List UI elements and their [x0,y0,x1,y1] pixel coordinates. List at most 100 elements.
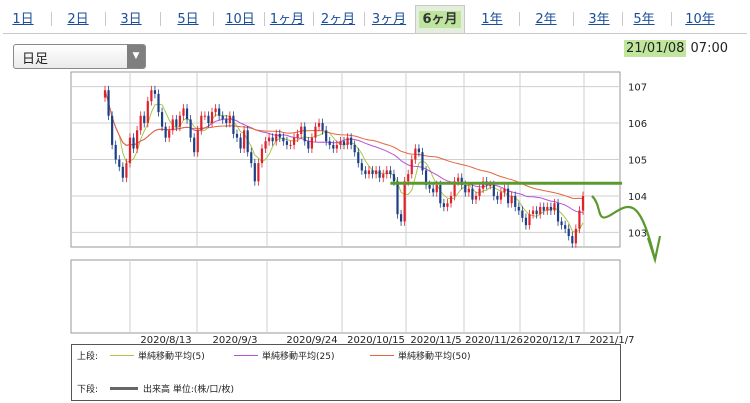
candle-body [375,170,378,175]
x-tick-label: 2021/1/7 [590,335,635,346]
candle-body [178,115,182,127]
tab-range-label: 3日 [120,12,142,27]
y-tick-label: 105 [628,156,647,167]
candle-body [449,195,453,204]
tab-range-label: 5日 [177,12,199,27]
tab-range-6[interactable]: 1ヶ月 [265,6,309,33]
candle-body [524,217,528,226]
candle-body [364,170,367,175]
x-tick-label: 2020/12/17 [523,335,581,346]
candle-body [225,119,228,124]
ma-line-50 [104,90,584,200]
tab-range-label: 3年 [588,12,610,27]
candle-body [132,137,135,149]
tab-range-11[interactable]: 2年 [526,6,566,33]
legend-swatch-ma50 [370,355,394,356]
tab-range-10[interactable]: 1年 [472,6,512,33]
candle-body [121,166,124,178]
tab-range-label: 2日 [67,12,89,27]
candle-body [325,130,328,142]
candle-body [421,152,424,171]
candle-body [567,228,570,237]
tab-range-4[interactable]: 5日 [168,6,208,33]
candle-body [346,137,349,145]
tab-range-2[interactable]: 2日 [58,6,98,33]
candle-body [189,119,192,138]
tab-range-14[interactable]: 10年 [678,6,722,33]
candle-body [203,115,206,117]
candle-body [289,144,292,146]
tab-range-7[interactable]: 2ヶ月 [316,6,360,33]
candle-body [564,225,567,229]
legend-swatch-ma25 [234,355,258,356]
y-tick-label: 104 [628,192,647,203]
candle-body [514,195,517,207]
candle-body [389,170,392,175]
candle-body [342,141,346,145]
period-select[interactable]: 日足 ▼ [13,44,146,69]
tab-range-13[interactable]: 5年 [624,6,664,33]
candle-body [275,133,278,142]
legend-swatch-volume [110,387,138,390]
candle-body [560,221,563,226]
candle-body [128,137,132,164]
timestamp: 21/01/08 07:00 [624,40,728,57]
tab-range-1[interactable]: 1日 [3,6,43,33]
candle-body [528,214,531,226]
tab-range-label: 5年 [633,12,655,27]
tab-range-5[interactable]: 10日 [218,6,262,33]
candle-body [164,126,167,138]
annotation-arrowhead [646,235,662,265]
candle-body [300,126,303,134]
chart-legend: 上段: 単純移動平均(5) 単純移動平均(25) 単純移動平均(50) 下段: … [71,344,621,401]
x-tick-label: 2020/11/5 [410,335,461,346]
tab-range-12[interactable]: 3年 [579,6,619,33]
candle-body [360,163,363,171]
candle-body [264,141,267,149]
candle-body [253,163,256,182]
candle-body [196,130,199,153]
candle-body [335,144,338,149]
candle-body [307,141,310,149]
x-tick-label: 2020/10/15 [347,335,405,346]
candle-body [417,148,421,153]
candle-body [235,133,239,138]
candle-body [521,210,524,218]
tab-separator [213,12,214,26]
candle-body [414,148,417,160]
candle-body [153,90,157,94]
tab-separator [363,12,365,26]
candle-body [160,112,164,127]
timestamp-date: 21/01/08 [624,40,687,57]
tab-range-9[interactable]: 6ヶ月 [415,5,465,33]
candle-body [407,174,410,182]
candle-body [371,170,374,175]
candle-body [539,206,542,215]
tab-separator [671,12,672,26]
legend-item-volume: 出来高 単位:(株/口/枚) [143,385,234,395]
chevron-down-icon[interactable]: ▼ [127,45,145,68]
candle-body [496,195,499,200]
candle-body [246,130,249,153]
candle-body [139,115,142,131]
candle-body [257,163,260,182]
candle-body [114,144,117,160]
candle-body [314,126,317,138]
candle-body [553,203,556,211]
tab-range-label: 3ヶ月 [371,12,407,27]
tab-separator [104,12,106,26]
candle-body [260,148,264,164]
tab-separator [263,12,265,26]
candle-body [503,188,506,193]
candle-body [353,144,356,153]
candle-body [332,144,335,149]
tab-range-8[interactable]: 3ヶ月 [367,6,411,33]
tab-range-3[interactable]: 3日 [111,6,151,33]
candle-body [218,108,221,116]
y-tick-label: 106 [628,119,647,130]
candle-body [150,90,153,102]
volume-panel [70,259,621,334]
annotation-down-arrow [591,195,657,261]
candle-body [282,137,285,142]
candle-body [482,181,485,189]
